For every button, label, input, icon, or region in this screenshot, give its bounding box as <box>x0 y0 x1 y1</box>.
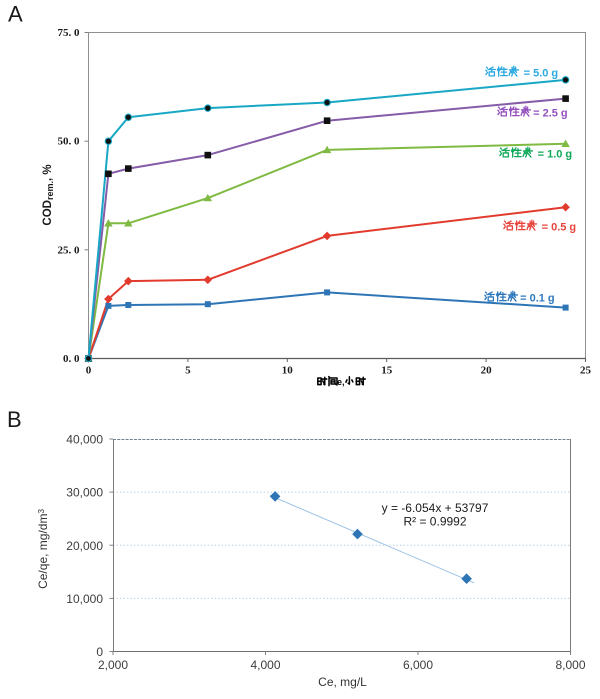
svg-text:Ce/qe, mg/dm3: Ce/qe, mg/dm3 <box>36 509 50 589</box>
svg-text:30,000: 30,000 <box>66 486 103 500</box>
svg-text:y = -6.054x + 53797: y = -6.054x + 53797 <box>382 501 489 515</box>
svg-text:= 0.1 g: = 0.1 g <box>520 293 555 305</box>
svg-text:0: 0 <box>86 365 92 377</box>
svg-text:Ce, mg/L: Ce, mg/L <box>318 675 367 689</box>
svg-text:= 1.0 g: = 1.0 g <box>538 149 573 161</box>
svg-text:25: 25 <box>580 365 592 377</box>
svg-text:25. 0: 25. 0 <box>58 244 81 256</box>
svg-text:10: 10 <box>282 365 294 377</box>
svg-text:B: B <box>7 407 22 432</box>
svg-text:e,: e, <box>337 377 345 387</box>
svg-text:40,000: 40,000 <box>66 433 103 447</box>
svg-text:R² = 0.9992: R² = 0.9992 <box>403 515 466 529</box>
svg-text:6,000: 6,000 <box>403 658 433 672</box>
svg-text:10,000: 10,000 <box>66 592 103 606</box>
svg-text:15: 15 <box>381 365 393 377</box>
svg-text:20,000: 20,000 <box>66 539 103 553</box>
svg-text:50. 0: 50. 0 <box>58 136 81 148</box>
svg-text:= 5.0 g: = 5.0 g <box>524 68 559 80</box>
svg-text:0. 0: 0. 0 <box>63 353 80 365</box>
svg-text:= 2.5 g: = 2.5 g <box>533 108 568 120</box>
svg-text:4,000: 4,000 <box>250 658 280 672</box>
svg-text:CODrem., %: CODrem., % <box>42 164 55 225</box>
svg-text:8,000: 8,000 <box>555 658 585 672</box>
svg-text:75. 0: 75. 0 <box>58 27 81 39</box>
svg-text:= 0.5 g: = 0.5 g <box>542 222 577 234</box>
svg-text:5: 5 <box>185 365 191 377</box>
svg-text:2,000: 2,000 <box>98 658 128 672</box>
svg-text:20: 20 <box>481 365 493 377</box>
svg-text:0: 0 <box>96 645 103 659</box>
svg-text:A: A <box>8 2 23 27</box>
